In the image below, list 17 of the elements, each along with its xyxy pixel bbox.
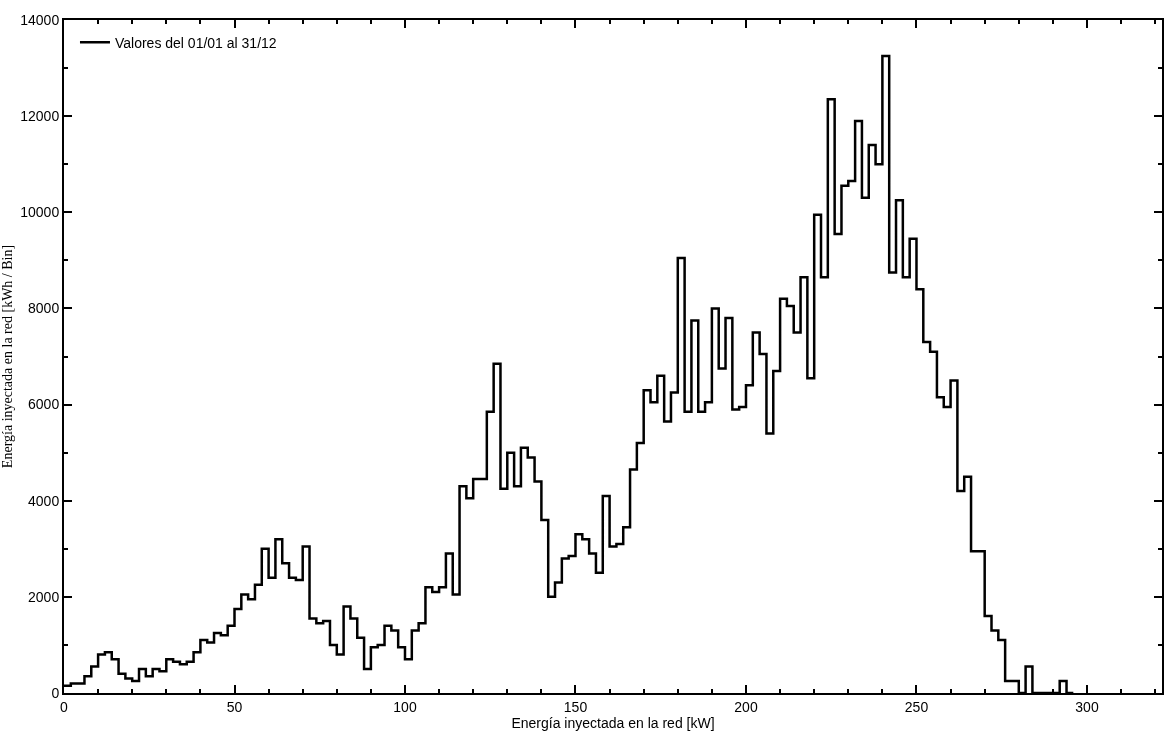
y-tick-label: 0 [51,684,60,701]
x-tick-label: 150 [563,698,588,715]
y-tick-label: 6000 [28,396,60,413]
x-tick-label: 50 [226,698,243,715]
x-axis-title: Energía inyectada en la red [kW] [511,714,715,731]
y-tick-label: 12000 [20,108,60,125]
x-tick-label: 250 [904,698,929,715]
y-tick-label: 2000 [28,588,60,605]
y-tick-label: 8000 [28,300,60,317]
x-tick-label: 100 [393,698,417,715]
y-axis-title: Energía inyectada en la red [kWh / Bin] [0,244,15,469]
y-tick-label: 10000 [20,204,60,221]
y-tick-label: 4000 [28,492,60,509]
x-tick-label: 300 [1075,698,1099,715]
legend-label: Valores del 01/01 al 31/12 [114,34,277,51]
x-tick-label: 200 [734,698,758,715]
y-tick-label: 14000 [20,11,60,28]
